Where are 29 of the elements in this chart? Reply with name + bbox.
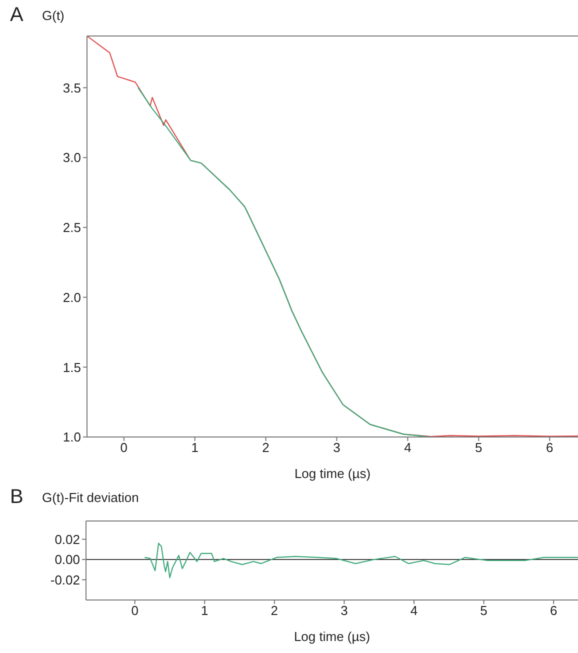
y-tick-label: 1.5: [62, 360, 81, 375]
x-tick-label: 5: [480, 603, 488, 618]
x-tick-label: 6: [550, 603, 558, 618]
y-tick-label: 3.5: [62, 80, 81, 96]
chart-title: A: [10, 4, 24, 27]
y-tick-label: 1.0: [62, 430, 81, 445]
y-tick-label: -0.02: [50, 572, 80, 588]
y-tick-label: 0.00: [54, 552, 80, 568]
y-tick-label: 2.5: [62, 220, 81, 236]
y-axis-title: G(t): [42, 8, 64, 23]
x-tick-label: 4: [410, 603, 418, 618]
x-tick-label: 4: [404, 440, 412, 456]
y-tick-label: 2.0: [62, 290, 81, 305]
x-tick-label: 1: [191, 440, 198, 456]
x-tick-label: 0: [131, 603, 138, 618]
chart-title: B: [10, 486, 24, 509]
y-tick-label: 3.0: [62, 150, 81, 166]
x-tick-label: 5: [475, 440, 482, 456]
x-tick-label: 3: [333, 440, 340, 456]
y-tick-label: 0.02: [54, 532, 80, 547]
x-tick-label: 3: [340, 603, 348, 618]
x-tick-label: 2: [270, 603, 278, 618]
x-tick-label: 6: [546, 440, 554, 456]
x-tick-label: 1: [201, 603, 208, 618]
y-axis-title: G(t)-Fit deviation: [42, 490, 139, 505]
x-tick-label: 0: [120, 440, 128, 456]
x-axis-title: Log time (µs): [294, 629, 370, 644]
x-axis-title: Log time (µs): [294, 466, 371, 481]
x-tick-label: 2: [262, 440, 270, 456]
